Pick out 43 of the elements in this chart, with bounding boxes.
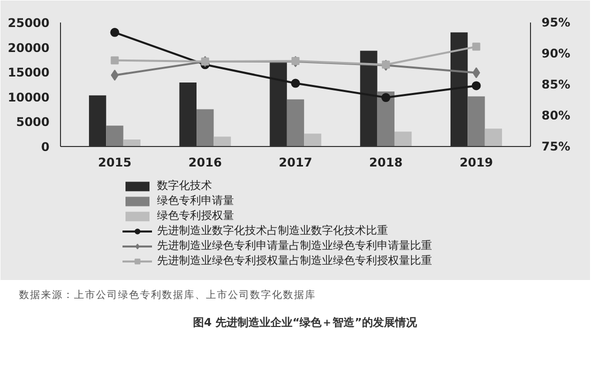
bar [394,132,412,146]
y2-tick-label: 90% [542,46,570,60]
legend-label: 绿色专利授权量 [157,208,234,223]
point [291,78,300,88]
bar [123,140,140,146]
y2-tick-label: 80% [542,108,570,122]
x-tick-label: 2018 [369,156,403,170]
y-tick-label: 25000 [8,16,50,30]
legend-label: 绿色专利申请量 [157,193,234,208]
point [472,67,480,78]
y2-tick-label: 75% [542,140,570,154]
legend-label: 先进制造业数字化技术占制造业数字化技术比重 [157,223,388,238]
bar [468,96,485,146]
legend-label: 数字化技术 [157,178,212,193]
point [110,56,119,64]
x-tick-label: 2016 [188,156,222,170]
bar [106,126,124,146]
bar [286,99,304,146]
point [292,56,300,65]
point [472,81,481,90]
bar [214,136,231,146]
legend-label: 先进制造业绿色专利授权量占制造业绿色专利授权量比重 [157,253,432,268]
point [381,93,390,102]
bar [196,109,214,146]
point [110,70,119,81]
y-tick-label: 10000 [8,90,50,104]
bar [484,128,502,146]
y-tick-label: 5000 [16,115,50,130]
y-tick-label: 0 [41,140,50,154]
source-note: 数据来源：上市公司绿色专利数据库、上市公司数字化数据库 [19,289,317,303]
point [110,28,120,37]
x-tick-label: 2017 [278,156,312,170]
y2-tick-label: 95% [542,16,570,30]
y-tick-label: 20000 [8,40,50,55]
x-tick-label: 2015 [98,156,132,170]
x-tick-label: 2019 [460,156,493,170]
point [472,42,480,51]
y-tick-label: 15000 [8,66,50,80]
legend-label: 先进制造业绿色专利申请量占制造业绿色专利申请量比重 [157,238,432,253]
bar [304,134,322,146]
text: 图4 先进制造业企业“绿色＋智造”的发展情况 [192,315,418,331]
y2-tick-label: 85% [542,78,570,92]
bar [377,91,394,146]
